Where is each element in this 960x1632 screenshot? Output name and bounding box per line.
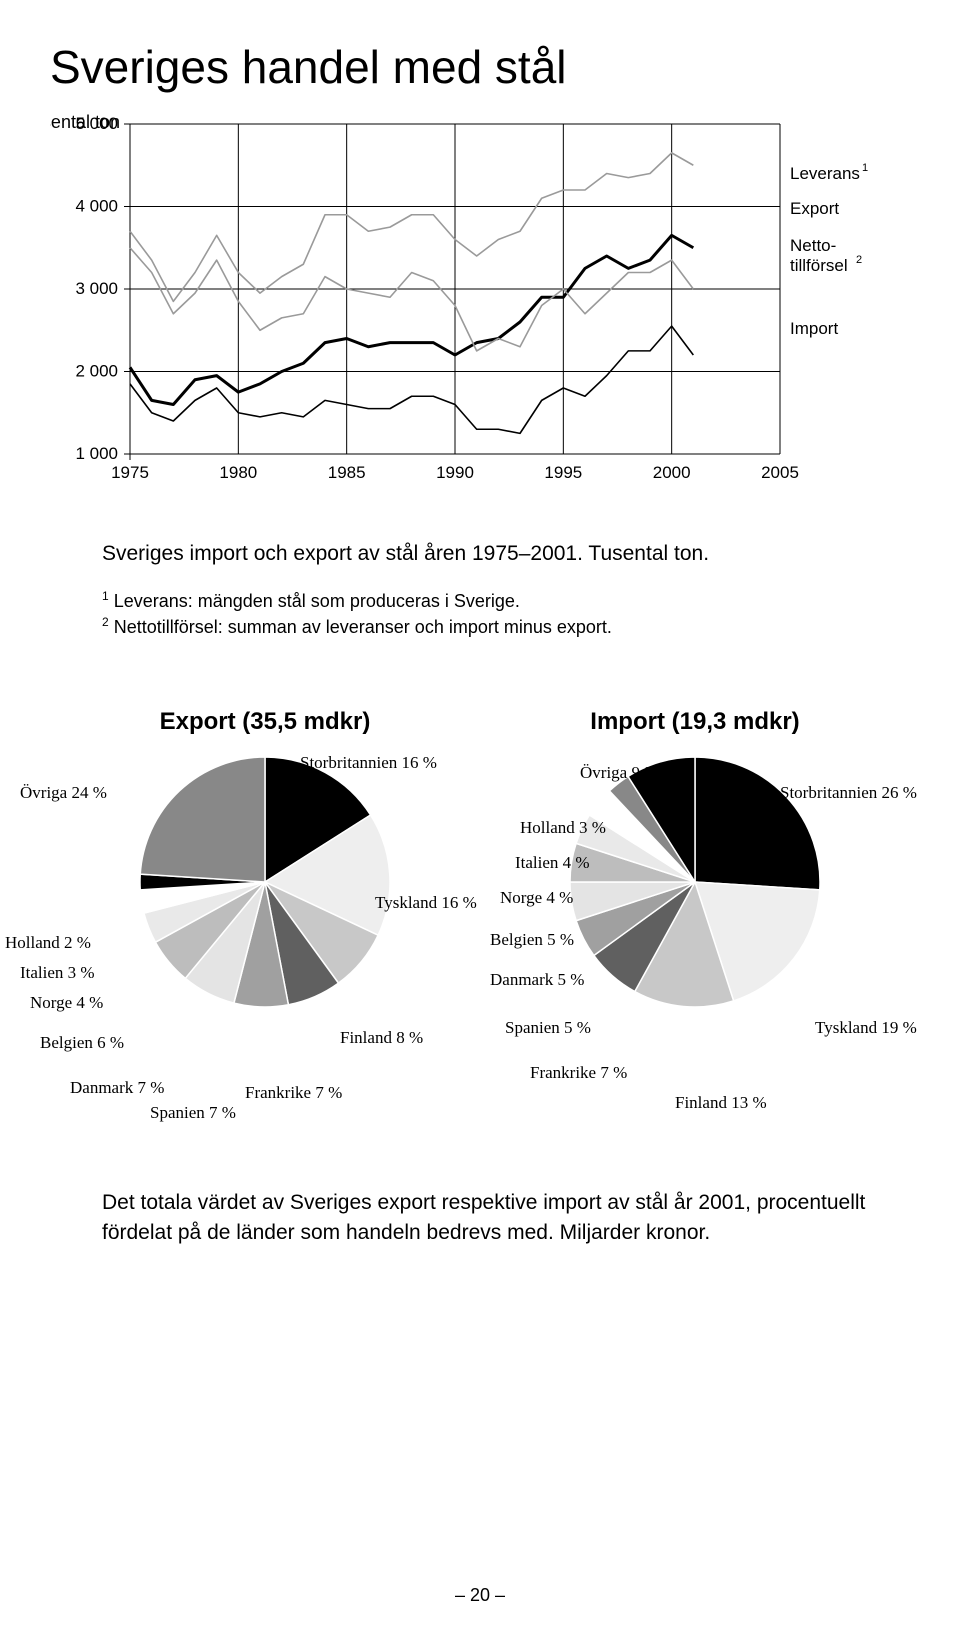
pie-label-frankrike: Frankrike 7 % — [530, 1063, 627, 1083]
svg-text:1: 1 — [862, 162, 868, 174]
pie-label-danmark: Danmark 5 % — [490, 970, 584, 990]
svg-text:1975: 1975 — [111, 463, 149, 482]
pie-label-tyskland: Tyskland 19 % — [815, 1018, 917, 1038]
svg-text:Leverans: Leverans — [790, 164, 860, 183]
svg-text:1995: 1995 — [544, 463, 582, 482]
svg-text:2 000: 2 000 — [75, 362, 118, 381]
footnote-2-text: Nettotillförsel: summan av leveranser oc… — [109, 617, 612, 637]
pie-export: Export (35,5 mdkr) Storbritannien 16 % Ty… — [50, 708, 480, 1148]
pie-slice-övriga — [140, 757, 265, 882]
line-chart: Tusental ton1 0002 0003 0004 0005 000197… — [50, 114, 910, 514]
footnote-2-sup: 2 — [102, 615, 109, 629]
svg-text:1990: 1990 — [436, 463, 474, 482]
pie-import-title: Import (19,3 mdkr) — [480, 708, 910, 736]
pie-label-belgien: Belgien 5 % — [490, 930, 574, 950]
pie-import: Import (19,3 mdkr) Storbritannien 26 %Ty… — [480, 708, 910, 1148]
pie-label-spanien: Spanien 7 % — [150, 1103, 236, 1123]
pie-label-tyskland: Tyskland 16 % — [375, 893, 477, 913]
pie-label-spanien: Spanien 5 % — [505, 1018, 591, 1038]
footnote-2: 2 Nettotillförsel: summan av leveranser … — [102, 614, 910, 640]
svg-text:Netto-: Netto- — [790, 236, 836, 255]
pie-label-holland: Holland 2 % — [5, 933, 91, 953]
svg-text:5 000: 5 000 — [75, 114, 118, 133]
footnotes: 1 Leverans: mängden stål som produceras … — [102, 588, 910, 640]
pie-label-holland: Holland 3 % — [520, 818, 606, 838]
pie-charts: Export (35,5 mdkr) Storbritannien 16 % Ty… — [50, 708, 910, 1148]
line-chart-caption: Sveriges import och export av stål åren … — [102, 542, 910, 566]
pies-caption: Det totala värdet av Sveriges export res… — [102, 1188, 902, 1247]
pie-label-norge: Norge 4 % — [30, 993, 103, 1013]
footnote-1-sup: 1 — [102, 589, 109, 603]
svg-text:tillförsel: tillförsel — [790, 256, 848, 275]
pie-label-frankrike: Frankrike 7 % — [245, 1083, 342, 1103]
pie-export-title: Export (35,5 mdkr) — [50, 708, 480, 736]
svg-text:Import: Import — [790, 319, 838, 338]
line-chart-svg: Tusental ton1 0002 0003 0004 0005 000197… — [50, 114, 910, 514]
pie-label-norge: Norge 4 % — [500, 888, 573, 908]
pie-label-danmark: Danmark 7 % — [70, 1078, 164, 1098]
pie-label-övriga: Övriga 24 % — [20, 783, 107, 803]
pie-label-finland: Finland 8 % — [340, 1028, 423, 1048]
svg-text:2005: 2005 — [761, 463, 799, 482]
pie-label-storbritannien: Storbritannien 26 % — [780, 783, 917, 803]
svg-text:2000: 2000 — [653, 463, 691, 482]
pie-label-storbritannien: Storbritannien 16 % — [300, 753, 437, 773]
pie-label-belgien: Belgien 6 % — [40, 1033, 124, 1053]
page-number: – 20 – — [0, 1585, 960, 1606]
pie-label-italien: Italien 4 % — [515, 853, 590, 873]
pie-label-övriga: Övriga 9 % — [580, 763, 658, 783]
svg-text:4 000: 4 000 — [75, 197, 118, 216]
page-title: Sveriges handel med stål — [50, 40, 910, 94]
pie-label-finland: Finland 13 % — [675, 1093, 767, 1113]
svg-text:Export: Export — [790, 199, 839, 218]
svg-text:1985: 1985 — [328, 463, 366, 482]
svg-text:2: 2 — [856, 254, 862, 266]
svg-text:1980: 1980 — [219, 463, 257, 482]
footnote-1: 1 Leverans: mängden stål som produceras … — [102, 588, 910, 614]
pie-label-italien: Italien 3 % — [20, 963, 95, 983]
page: Sveriges handel med stål Tusental ton1 0… — [0, 0, 960, 1632]
footnote-1-text: Leverans: mängden stål som produceras i … — [109, 591, 520, 611]
svg-text:3 000: 3 000 — [75, 279, 118, 298]
pie-slice-storbritannien — [695, 757, 820, 890]
svg-text:1 000: 1 000 — [75, 444, 118, 463]
